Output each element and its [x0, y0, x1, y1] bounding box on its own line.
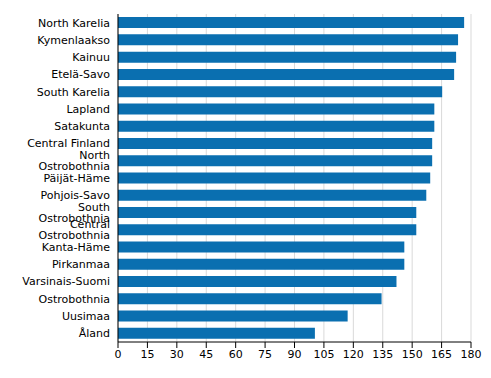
svg-text:Uusimaa: Uusimaa [62, 310, 110, 323]
svg-text:90: 90 [288, 348, 302, 361]
svg-text:North Karelia: North Karelia [38, 17, 110, 30]
svg-text:Kanta-Häme: Kanta-Häme [42, 241, 110, 254]
svg-text:Lapland: Lapland [66, 103, 110, 116]
svg-text:Päijät-Häme: Päijät-Häme [43, 172, 110, 185]
svg-text:Pohjois-Savo: Pohjois-Savo [40, 189, 110, 203]
svg-text:Central Finland: Central Finland [27, 137, 110, 151]
svg-text:Kainuu: Kainuu [72, 51, 110, 64]
svg-text:NorthOstrobothnia: NorthOstrobothnia [39, 149, 111, 173]
svg-text:Etelä-Savo: Etelä-Savo [51, 68, 110, 81]
svg-text:75: 75 [258, 348, 272, 361]
svg-text:180: 180 [461, 348, 482, 361]
html-text:South: South [78, 200, 110, 214]
svg-text:120: 120 [343, 348, 364, 361]
svg-text:Åland: Åland [79, 327, 110, 340]
svg-text:30: 30 [170, 348, 184, 361]
svg-text:Ostrobothnia: Ostrobothnia [39, 293, 110, 306]
svg-text:Pirkanmaa: Pirkanmaa [52, 258, 110, 271]
svg-text:15: 15 [140, 348, 154, 361]
svg-text:Satakunta: Satakunta [54, 120, 110, 133]
svg-text:0: 0 [115, 348, 122, 361]
svg-text:165: 165 [431, 348, 452, 361]
svg-text:135: 135 [372, 348, 393, 361]
svg-text:Varsinais-Suomi: Varsinais-Suomi [22, 275, 110, 288]
svg-text:Kymenlaakso: Kymenlaakso [37, 34, 110, 47]
svg-text:150: 150 [402, 348, 423, 361]
svg-text:South Karelia: South Karelia [37, 86, 110, 99]
svg-text:60: 60 [229, 348, 243, 361]
svg-text:105: 105 [313, 348, 334, 361]
svg-text:CentralOstrobothnia: CentralOstrobothnia [39, 218, 110, 242]
svg-text:45: 45 [199, 348, 213, 361]
